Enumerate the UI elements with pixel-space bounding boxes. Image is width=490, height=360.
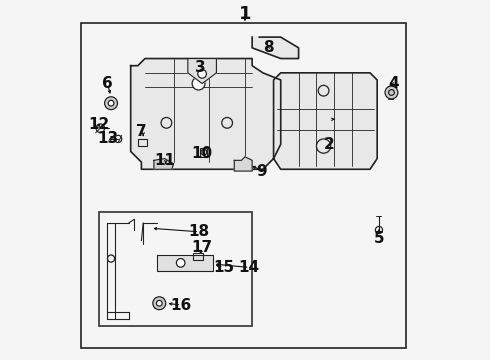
Circle shape <box>176 258 185 267</box>
Text: 10: 10 <box>192 146 213 161</box>
Polygon shape <box>131 59 281 169</box>
Polygon shape <box>188 59 217 84</box>
Text: 2: 2 <box>323 137 334 152</box>
Text: 1: 1 <box>239 5 251 23</box>
Bar <box>200 148 207 157</box>
Circle shape <box>201 149 207 155</box>
Bar <box>193 252 203 260</box>
Circle shape <box>104 97 118 110</box>
Text: 9: 9 <box>256 163 267 179</box>
Circle shape <box>192 77 205 90</box>
Text: 11: 11 <box>154 153 175 168</box>
Circle shape <box>108 100 114 106</box>
Text: 16: 16 <box>170 297 191 312</box>
Text: 18: 18 <box>188 224 209 239</box>
Text: 14: 14 <box>238 260 259 275</box>
Bar <box>98 212 252 327</box>
Circle shape <box>385 86 398 99</box>
Text: 8: 8 <box>263 40 273 55</box>
Polygon shape <box>252 37 298 59</box>
Bar <box>138 139 147 146</box>
Text: 15: 15 <box>213 260 234 275</box>
Circle shape <box>156 300 162 306</box>
Polygon shape <box>154 158 173 169</box>
Polygon shape <box>234 157 252 171</box>
Circle shape <box>198 69 206 78</box>
Text: 4: 4 <box>388 76 398 91</box>
Text: 5: 5 <box>374 231 384 247</box>
Text: 7: 7 <box>136 124 147 139</box>
Circle shape <box>153 297 166 310</box>
Text: 12: 12 <box>88 117 109 132</box>
Text: 13: 13 <box>97 131 118 147</box>
Bar <box>157 255 213 271</box>
Text: 3: 3 <box>195 60 206 75</box>
Text: 6: 6 <box>102 76 113 91</box>
Polygon shape <box>273 73 377 169</box>
Text: 17: 17 <box>192 240 213 255</box>
